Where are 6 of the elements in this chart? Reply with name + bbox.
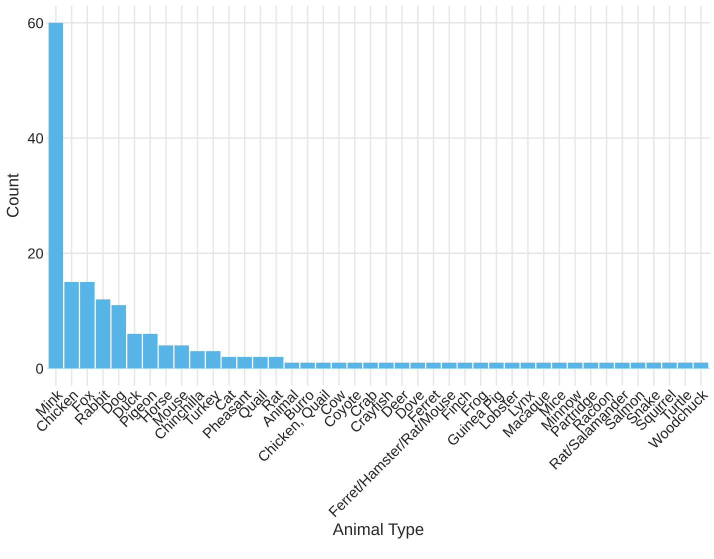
y-axis-title: Count: [6, 174, 19, 218]
y-tick-label: 40: [28, 133, 44, 144]
y-tick-label: 60: [28, 18, 44, 28]
x-axis-title: Animal Type: [332, 522, 424, 538]
y-tick-label: 20: [28, 248, 44, 259]
y-tick-label: 0: [36, 364, 44, 374]
